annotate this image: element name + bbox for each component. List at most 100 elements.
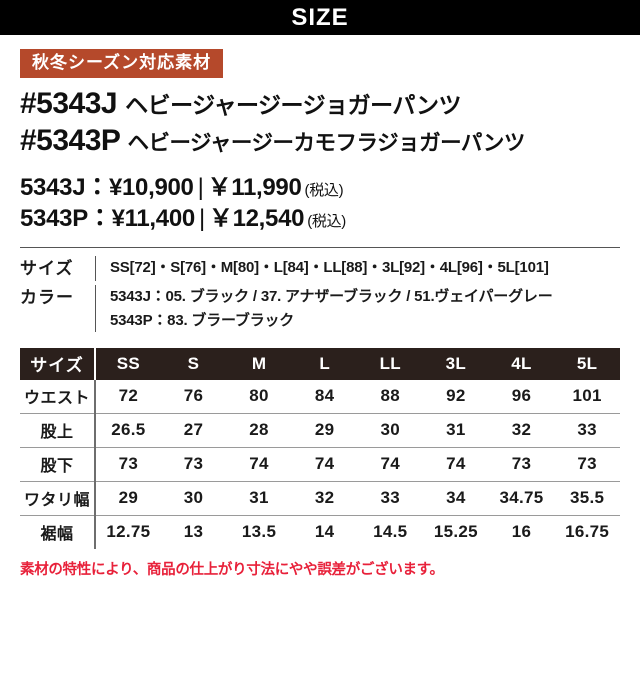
- row-label-waist: ウエスト: [20, 379, 97, 414]
- price-divider-1: |: [197, 173, 204, 201]
- cell-waist-m: 80: [226, 379, 292, 414]
- cell-thigh-5l: 35.5: [554, 481, 620, 516]
- cell-waist-s: 76: [160, 379, 227, 414]
- cell-rise-l: 29: [291, 413, 358, 448]
- product-name-1: ヘビージャージージョガーパンツ: [125, 91, 461, 118]
- cell-inseam-ss: 73: [95, 447, 161, 482]
- cell-waist-3l: 92: [423, 379, 489, 414]
- spec-value-size-text: SS[72]・S[76]・M[80]・L[84]・LL[88]・3L[92]・4…: [110, 258, 549, 276]
- price-excl-1: ¥10,900: [108, 173, 194, 201]
- price-separator-2: ：: [87, 205, 112, 233]
- row-label-inseam: 股下: [20, 447, 97, 482]
- table-row: ワタリ幅 29 30 31 32 33 34 34.75 35.5: [20, 481, 620, 516]
- table-header-l: L: [291, 347, 358, 380]
- product-title-row-2: #5343P ヘビージャージーカモフラジョガーパンツ: [20, 124, 620, 158]
- spec-row-color: カラー 5343J：05. ブラック / 37. アナザーブラック / 51.ヴ…: [20, 281, 620, 338]
- cell-inseam-4l: 73: [488, 447, 555, 482]
- cell-thigh-ss: 29: [95, 481, 161, 516]
- cell-thigh-3l: 34: [423, 481, 489, 516]
- product-code-1: #5343J: [20, 86, 118, 120]
- spec-value-color: 5343J：05. ブラック / 37. アナザーブラック / 51.ヴェイパー…: [95, 285, 620, 332]
- table-header-m: M: [226, 347, 292, 380]
- cell-rise-ll: 30: [357, 413, 424, 448]
- row-label-hem: 裾幅: [20, 515, 97, 549]
- price-separator-1: ：: [85, 173, 109, 201]
- price-incl-2: ￥12,540: [208, 205, 305, 233]
- spec-value-size: SS[72]・S[76]・M[80]・L[84]・LL[88]・3L[92]・4…: [95, 255, 620, 282]
- table-row: 裾幅 12.75 13 13.5 14 14.5 15.25 16 16.75: [20, 515, 620, 549]
- cell-inseam-s: 73: [160, 447, 227, 482]
- season-badge: 秋冬シーズン対応素材: [20, 49, 224, 78]
- measurement-table-body: ウエスト 72 76 80 84 88 92 96 101 股上 26.5 27…: [20, 379, 620, 549]
- spec-row-size: サイズ SS[72]・S[76]・M[80]・L[84]・LL[88]・3L[9…: [20, 248, 620, 282]
- cell-waist-ll: 88: [357, 379, 424, 414]
- table-header-ll: LL: [357, 347, 424, 380]
- product-code-2: #5343P: [20, 123, 121, 157]
- price-row-1: 5343J：¥10,900 | ￥11,990 (税込): [20, 172, 620, 204]
- footnote-disclaimer: 素材の特性により、商品の仕上がり寸法にやや誤差がございます。: [20, 561, 444, 578]
- cell-inseam-ll: 74: [357, 447, 424, 482]
- table-header-4l: 4L: [488, 347, 555, 380]
- cell-hem-m: 13.5: [241, 522, 277, 542]
- table-header-ss: SS: [95, 347, 161, 380]
- row-label-thigh: ワタリ幅: [20, 481, 97, 516]
- price-block: 5343J：¥10,900 | ￥11,990 (税込) 5343P：¥11,400 |…: [20, 172, 620, 235]
- cell-inseam-l: 74: [291, 447, 358, 482]
- content-area: 秋冬シーズン対応素材 #5343J ヘビージャージージョガーパンツ #5343P…: [0, 35, 640, 579]
- row-label-rise: 股上: [20, 413, 97, 448]
- cell-hem-s: 13: [183, 522, 204, 542]
- price-code-1: 5343J: [20, 173, 86, 201]
- cell-hem-l: 14: [314, 522, 335, 542]
- table-header-row: サイズ SS S M L LL 3L 4L 5L: [20, 347, 620, 380]
- badge-row: 秋冬シーズン対応素材: [20, 35, 620, 78]
- cell-waist-ss: 72: [95, 379, 161, 414]
- cell-thigh-l: 32: [291, 481, 358, 516]
- cell-rise-5l: 33: [554, 413, 620, 448]
- price-tax-note-1: (税込): [304, 181, 344, 199]
- cell-waist-l: 84: [291, 379, 358, 414]
- spec-label-size: サイズ: [20, 258, 74, 278]
- table-row: ウエスト 72 76 80 84 88 92 96 101: [20, 379, 620, 414]
- spec-value-color-line-1: 5343J：05. ブラック / 37. アナザーブラック / 51.ヴェイパー…: [110, 288, 553, 306]
- cell-hem-ll: 14.5: [373, 522, 408, 542]
- cell-rise-4l: 32: [488, 413, 555, 448]
- measurement-table: サイズ SS S M L LL 3L 4L 5L ウエスト 72 76 80 8…: [20, 347, 620, 549]
- table-header-size: サイズ: [20, 347, 97, 380]
- cell-thigh-ll: 33: [357, 481, 424, 516]
- cell-waist-4l: 96: [488, 379, 555, 414]
- cell-hem-5l: 16.75: [565, 522, 610, 542]
- cell-waist-5l: 101: [554, 379, 620, 414]
- cell-hem-ss: 12.75: [106, 522, 151, 542]
- spec-value-color-line-2: 5343P：83. ブラーブラック: [110, 311, 295, 329]
- cell-thigh-4l: 34.75: [488, 481, 555, 516]
- cell-hem-3l: 15.25: [433, 522, 478, 542]
- table-row: 股下 73 73 74 74 74 74 73 73: [20, 447, 620, 482]
- table-header-5l: 5L: [554, 347, 620, 380]
- table-header-s: S: [160, 347, 227, 380]
- price-tax-note-2: (税込): [307, 213, 346, 231]
- table-header-3l: 3L: [423, 347, 489, 380]
- size-banner-title: SIZE: [291, 3, 349, 31]
- cell-inseam-m: 74: [226, 447, 292, 482]
- cell-inseam-3l: 74: [423, 447, 489, 482]
- cell-rise-3l: 31: [423, 413, 489, 448]
- spec-label-color: カラー: [20, 288, 74, 308]
- cell-rise-s: 27: [160, 413, 227, 448]
- product-name-2: ヘビージャージーカモフラジョガーパンツ: [127, 130, 525, 155]
- cell-rise-ss: 26.5: [95, 413, 161, 448]
- cell-hem-4l: 16: [511, 522, 532, 542]
- size-banner: SIZE: [0, 0, 640, 35]
- price-divider-2: |: [198, 205, 205, 233]
- table-row: 股上 26.5 27 28 29 30 31 32 33: [20, 413, 620, 448]
- cell-thigh-m: 31: [226, 481, 292, 516]
- product-title-row-1: #5343J ヘビージャージージョガーパンツ: [20, 86, 620, 121]
- price-code-2: 5343P: [20, 205, 88, 233]
- price-excl-2: ¥11,400: [111, 205, 196, 233]
- price-row-2: 5343P：¥11,400 | ￥12,540 (税込): [20, 203, 620, 235]
- spec-table: サイズ SS[72]・S[76]・M[80]・L[84]・LL[88]・3L[9…: [20, 246, 620, 338]
- cell-rise-m: 28: [226, 413, 292, 448]
- cell-thigh-s: 30: [160, 481, 227, 516]
- measurement-table-head: サイズ SS S M L LL 3L 4L 5L: [20, 347, 620, 380]
- price-incl-1: ￥11,990: [207, 173, 302, 201]
- cell-inseam-5l: 73: [554, 447, 620, 482]
